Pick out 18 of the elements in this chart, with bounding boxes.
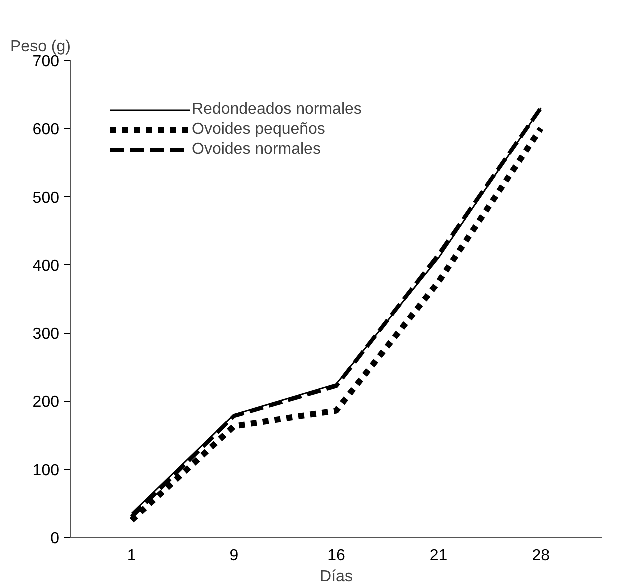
x-tick-label: 28 [532,548,550,564]
y-tick-label: 0 [50,530,60,548]
y-tick-label: 300 [32,326,60,344]
legend-label: Ovoides pequeños [192,121,326,139]
x-tick-label: 16 [328,548,346,564]
x-tick-label: 21 [430,548,448,564]
x-axis-title: Días [320,568,353,586]
y-axis-title: Peso (g) [10,38,71,56]
y-tick-label: 400 [32,258,60,275]
legend-label: Ovoides normales [192,141,321,159]
x-tick-label: 1 [127,548,136,564]
y-tick-label: 200 [32,394,60,412]
legend-label: Redondeados normales [192,101,362,119]
x-tick-label: 9 [230,548,239,564]
y-tick-label: 600 [32,122,60,139]
y-tick-label: 500 [32,190,60,207]
y-tick-label: 700 [32,54,60,70]
y-tick-label: 100 [32,462,60,480]
